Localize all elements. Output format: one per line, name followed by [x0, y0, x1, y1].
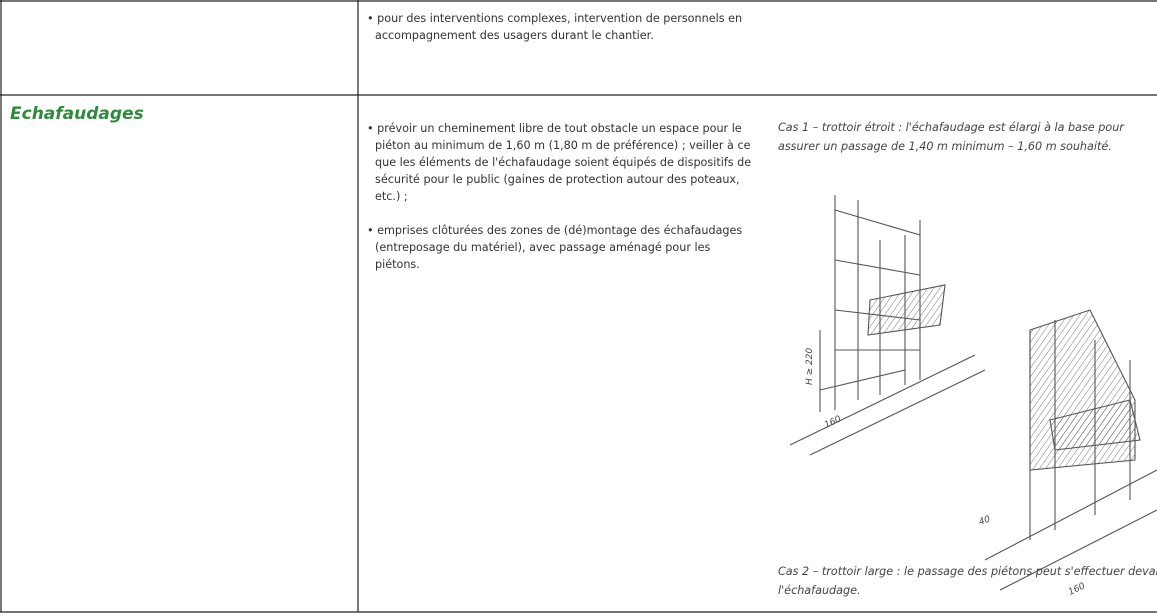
sketch	[789, 195, 1157, 591]
caption: Cas 2 – trottoir large : le passage des …	[778, 565, 1157, 597]
bullet: emprises clôturées des zones de (dé)mont…	[365, 222, 755, 273]
sketch-label: 160	[823, 414, 843, 430]
bullet: prévoir un cheminement libre de tout obs…	[365, 120, 765, 205]
bullet: pour des interventions complexes, interv…	[365, 10, 755, 44]
caption: Cas 1 – trottoir étroit : l'échafaudage …	[778, 121, 1124, 153]
sketch-label: H ≥ 220	[805, 348, 815, 385]
sketch-label: 40	[978, 514, 992, 527]
section-heading: Echafaudages	[10, 104, 144, 124]
